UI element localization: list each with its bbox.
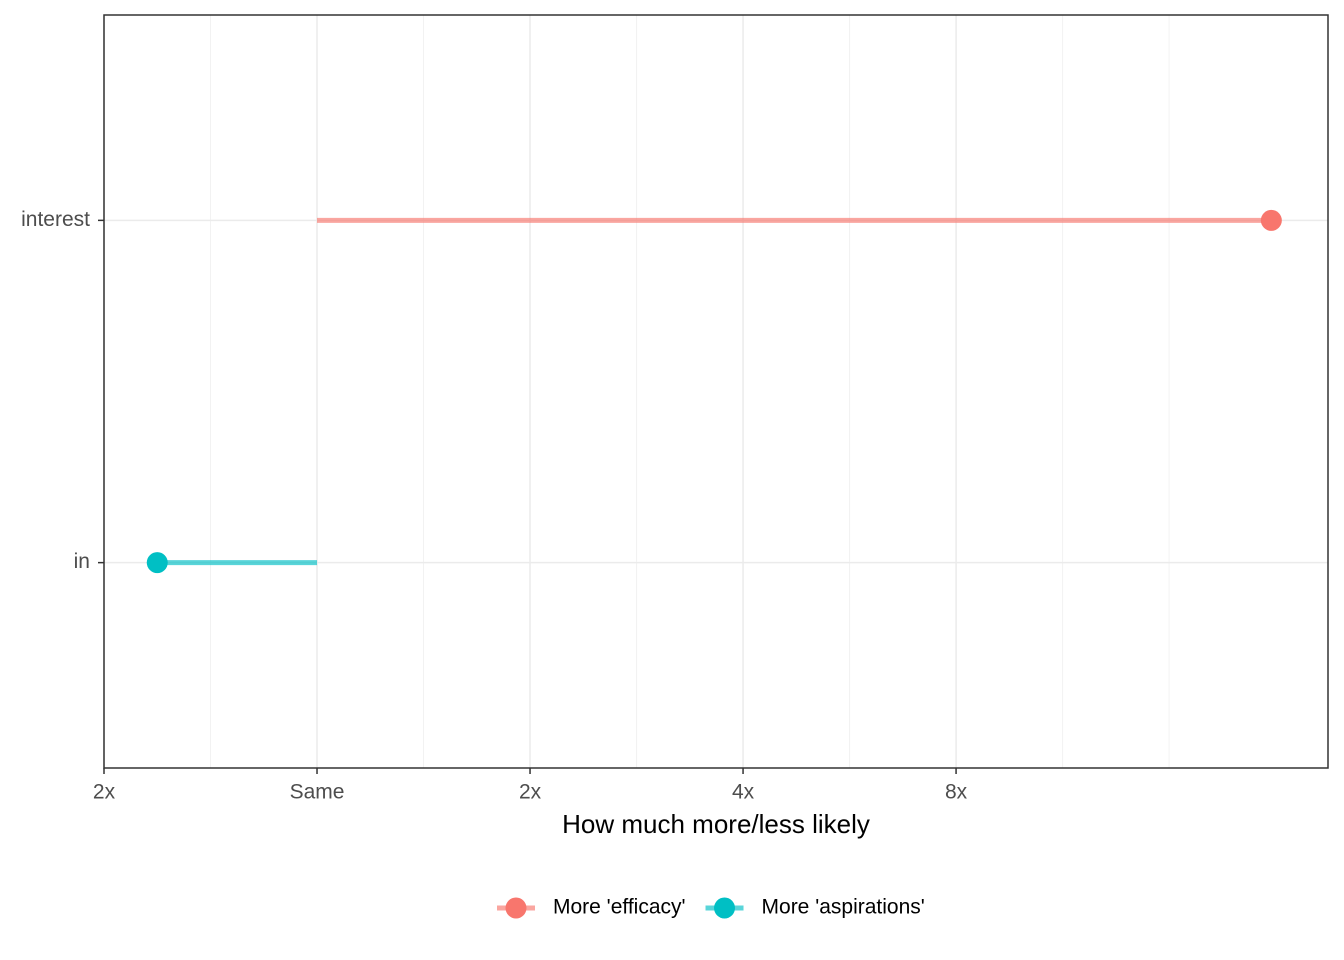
legend-label: More 'efficacy' xyxy=(553,896,686,919)
x-tick-label: 2x xyxy=(93,781,116,804)
x-tick-label: Same xyxy=(290,781,345,804)
x-tick-label: 4x xyxy=(732,781,755,804)
plot-border xyxy=(103,14,1329,769)
legend-label: More 'aspirations' xyxy=(762,896,925,919)
y-tick-label: interest xyxy=(21,208,90,231)
point xyxy=(1260,209,1282,231)
legend-key-point xyxy=(714,897,736,919)
x-tick-label: 8x xyxy=(945,781,968,804)
x-axis-title: How much more/less likely xyxy=(562,809,870,839)
legend-key-point xyxy=(505,897,527,919)
point xyxy=(146,552,168,574)
x-tick-label: 2x xyxy=(519,781,542,804)
y-tick-label: in xyxy=(74,550,90,573)
